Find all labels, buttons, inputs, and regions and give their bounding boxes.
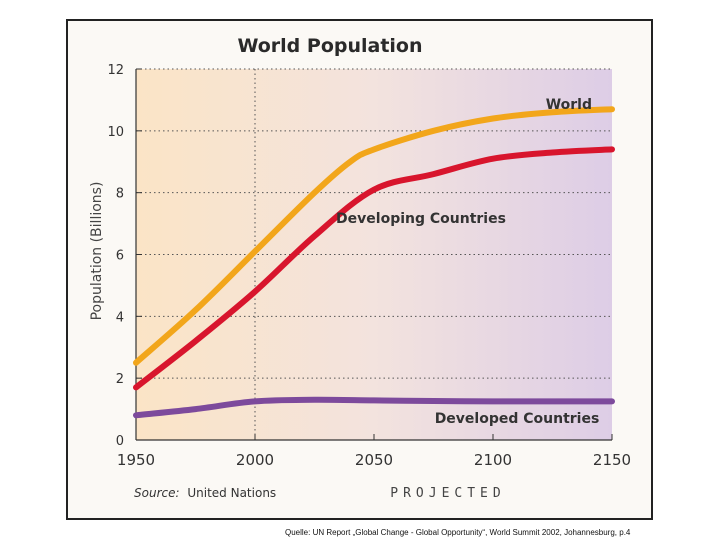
series-label-developing-countries: Developing Countries bbox=[336, 211, 506, 227]
x-tick-label: 2150 bbox=[593, 451, 631, 469]
x-tick-label: 2100 bbox=[474, 451, 512, 469]
projected-label: PROJECTED bbox=[390, 486, 505, 501]
y-tick-label: 2 bbox=[116, 372, 124, 387]
series-line-developed-countries bbox=[133, 396, 615, 419]
y-tick-label: 6 bbox=[116, 249, 124, 264]
plot-background bbox=[136, 69, 612, 440]
source-name: United Nations bbox=[187, 486, 276, 500]
y-tick-label: 12 bbox=[107, 63, 124, 78]
y-axis-label: Population (Billions) bbox=[89, 182, 105, 321]
y-tick-label: 10 bbox=[107, 125, 124, 140]
series-label-developed-countries: Developed Countries bbox=[435, 411, 600, 427]
y-tick-label: 8 bbox=[116, 187, 124, 202]
chart-title: World Population bbox=[237, 35, 422, 57]
y-tick-label: 0 bbox=[116, 434, 124, 449]
series-line-developing-countries bbox=[133, 146, 615, 391]
chart-figure: 0 2 4 6 8 10 12 1950 2000 2050 2100 2150 World Develo… bbox=[66, 19, 653, 520]
world-population-chart: 0 2 4 6 8 10 12 1950 2000 2050 2100 2150 World Develo… bbox=[89, 35, 631, 501]
y-tick-label: 4 bbox=[116, 310, 124, 325]
source-caption: Quelle: UN Report „Global Change - Globa… bbox=[285, 528, 631, 537]
x-tick-label: 1950 bbox=[117, 451, 155, 469]
source-credit: Source: United Nations bbox=[134, 486, 276, 500]
source-prefix: Source: bbox=[134, 486, 180, 500]
x-tick-label: 2000 bbox=[236, 451, 274, 469]
series-line-world bbox=[133, 106, 615, 366]
series-label-world: World bbox=[546, 97, 592, 113]
x-tick-label: 2050 bbox=[355, 451, 393, 469]
